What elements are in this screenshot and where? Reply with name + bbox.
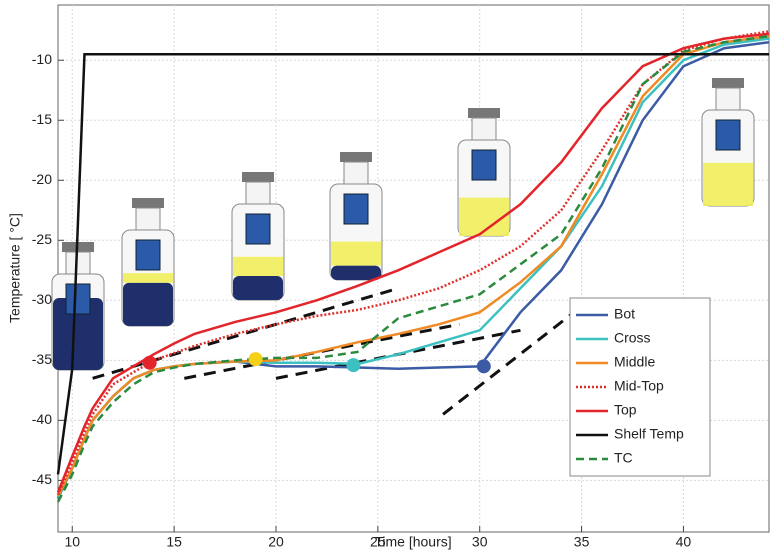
vial-neck — [135, 207, 161, 231]
vial-sensor — [245, 213, 271, 245]
series-line — [56, 30, 770, 496]
x-axis-label: Time [hours] — [374, 534, 451, 550]
vial-frozen — [233, 276, 283, 300]
vial-sensor — [343, 193, 369, 225]
x-tick-label: 15 — [166, 534, 182, 550]
lines — [56, 30, 770, 503]
y-tick-label: -45 — [32, 471, 52, 487]
marker-point — [142, 355, 157, 370]
y-tick-label: -35 — [32, 351, 52, 367]
vial-illustrations — [51, 78, 755, 371]
vial-frozen — [331, 265, 381, 280]
fit-line — [92, 286, 399, 380]
vial-sensor — [65, 283, 91, 315]
vial-neck — [471, 117, 497, 141]
vial-neck — [343, 161, 369, 185]
series-line — [56, 34, 770, 503]
legend-label: Mid-Top — [614, 378, 664, 394]
y-tick-label: -40 — [32, 411, 52, 427]
vial-neck — [245, 181, 271, 205]
marker-point — [248, 352, 263, 367]
vial-dried — [233, 256, 283, 276]
y-tick-label: -10 — [32, 51, 52, 67]
series-line — [56, 52, 769, 475]
series-line — [56, 34, 770, 497]
vial-dried — [331, 241, 381, 266]
vial-sensor — [471, 149, 497, 181]
series-line — [56, 32, 770, 493]
x-tick-label: 10 — [64, 534, 80, 550]
vial-frozen — [123, 282, 173, 326]
vial-neck — [715, 87, 741, 111]
vial-frozen — [53, 298, 103, 370]
vial-cap — [132, 198, 164, 208]
legend-label: Middle — [614, 354, 655, 370]
y-axis-label: Temperature [ °C] — [7, 213, 23, 323]
legend-label: Shelf Temp — [614, 426, 684, 442]
vial-neck — [65, 251, 91, 275]
legend-label: Bot — [614, 306, 635, 322]
y-tick-label: -15 — [32, 111, 52, 127]
vial-cap — [468, 108, 500, 118]
fit-line — [442, 305, 583, 416]
vial-cap — [712, 78, 744, 88]
marker-point — [476, 359, 491, 374]
y-tick-label: -30 — [32, 291, 52, 307]
vial-sensor — [135, 239, 161, 271]
legend-label: Top — [614, 402, 637, 418]
y-tick-label: -20 — [32, 171, 52, 187]
vial-dried — [703, 162, 753, 206]
legend: Bot Cross Middle Mid-Top Top Shelf Temp TC — [569, 297, 711, 477]
y-tick-label: -25 — [32, 231, 52, 247]
marker-point — [346, 358, 361, 373]
legend-label: TC — [614, 450, 633, 466]
vial-cap — [242, 172, 274, 182]
x-tick-label: 40 — [676, 534, 692, 550]
x-tick-label: 35 — [574, 534, 590, 550]
legend-label: Cross — [614, 330, 651, 346]
x-tick-label: 30 — [472, 534, 488, 550]
vial-dried — [123, 273, 173, 283]
x-tick-label: 20 — [268, 534, 284, 550]
vial-cap — [340, 152, 372, 162]
x-tick-label: 25 — [370, 534, 386, 550]
vial-sensor — [715, 119, 741, 151]
